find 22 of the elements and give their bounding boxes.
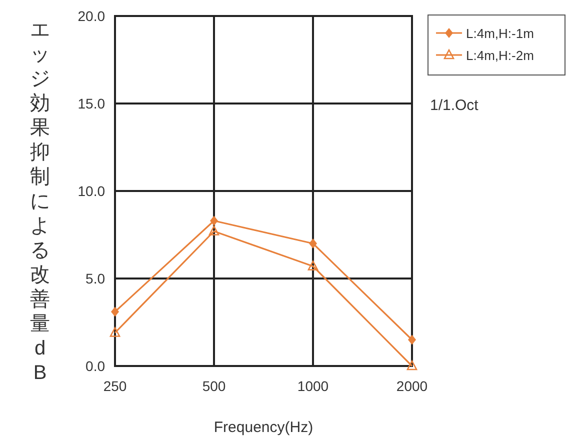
y-tick-label: 15.0: [78, 96, 106, 112]
point: [309, 238, 317, 248]
point: [406, 360, 418, 370]
legend-label: L:4m,H:-1m: [466, 26, 534, 41]
legend-label: L:4m,H:-2m: [466, 48, 534, 63]
x-tick-label: 2000: [396, 378, 428, 394]
x-axis-title: Frequency(Hz): [214, 419, 314, 436]
text: エッジ効果抑制による改善量dB: [30, 19, 50, 384]
point: [208, 226, 220, 236]
y-tick-label: 5.0: [86, 270, 106, 286]
y-tick-label: 10.0: [78, 183, 106, 199]
point: [111, 306, 119, 317]
point: [210, 216, 218, 226]
point: [308, 260, 318, 270]
x-tick-label: 250: [103, 378, 127, 394]
point: [110, 327, 120, 337]
x-tick-label: 500: [202, 378, 226, 394]
text: 1/1.Oct: [430, 97, 480, 114]
y-tick-label: 0.0: [86, 358, 106, 374]
x-tick-label: 1000: [297, 378, 329, 394]
y-tick-label: 20.0: [78, 8, 106, 24]
point: [408, 334, 416, 345]
